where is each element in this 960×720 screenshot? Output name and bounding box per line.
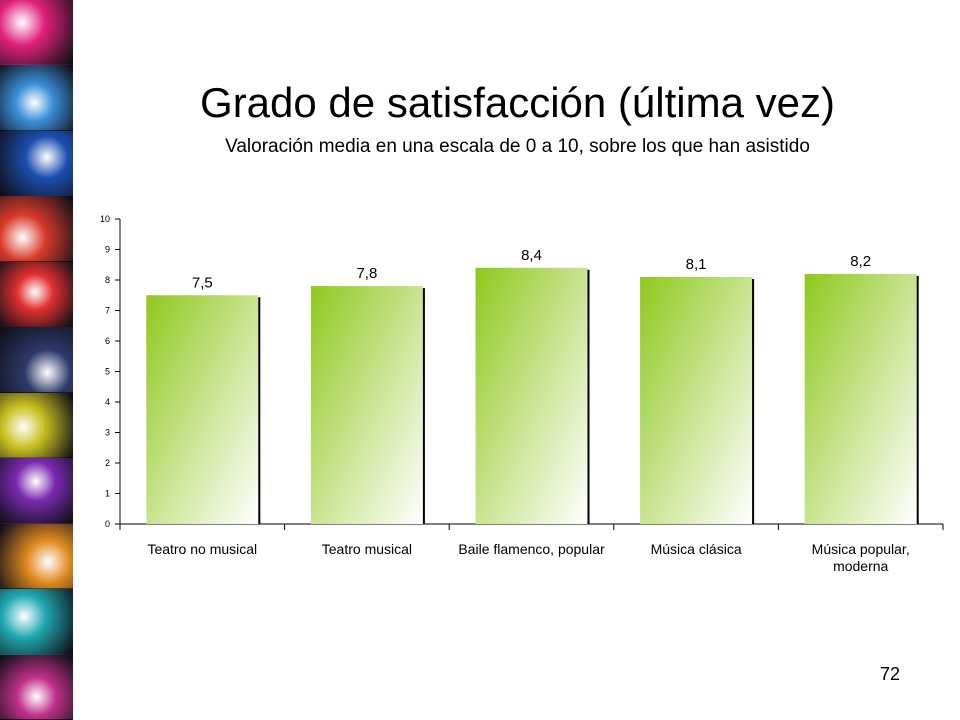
bar	[640, 276, 753, 524]
data-label: 7,8	[356, 265, 377, 282]
slide-subtitle: Valoración media en una escala de 0 a 10…	[225, 136, 810, 157]
category-label: Baile flamenco, popular	[458, 541, 605, 557]
bar	[310, 286, 423, 524]
y-tick-label: 5	[105, 367, 110, 377]
category-label: Música popular, moderna	[812, 541, 910, 574]
photo-tile	[0, 523, 73, 590]
decorative-photo-strip	[0, 0, 73, 720]
photo-tile	[0, 392, 73, 459]
photo-tile	[0, 589, 73, 655]
photo-tile	[0, 327, 73, 393]
category-label: Música clásica	[651, 541, 742, 557]
bar	[475, 267, 588, 524]
photo-tile	[0, 261, 73, 328]
y-tick-label: 10	[100, 214, 110, 224]
data-label: 7,5	[192, 274, 213, 291]
y-tick-label: 7	[105, 306, 110, 316]
bar	[804, 273, 917, 524]
photo-tile	[0, 458, 73, 524]
photo-tile	[0, 654, 73, 720]
y-tick-label: 3	[105, 428, 110, 438]
y-tick-label: 0	[105, 519, 110, 529]
y-tick-label: 8	[105, 275, 110, 285]
page-number: 72	[879, 664, 901, 684]
slide-title: Grado de satisfacción (última vez)	[200, 79, 835, 126]
category-label: Teatro no musical	[147, 541, 257, 557]
data-label: 8,2	[850, 253, 871, 270]
bar	[146, 295, 259, 524]
y-tick-label: 9	[105, 245, 110, 255]
y-tick-label: 6	[105, 336, 110, 346]
data-label: 8,4	[521, 247, 542, 264]
photo-tile	[0, 196, 73, 262]
photo-tile	[0, 130, 73, 197]
y-tick-label: 2	[105, 458, 110, 468]
category-label: Teatro musical	[322, 541, 412, 557]
y-tick-label: 1	[105, 489, 110, 499]
data-label: 8,1	[686, 256, 707, 273]
y-tick-label: 4	[105, 397, 110, 407]
photo-tile	[0, 0, 73, 66]
photo-tile	[0, 65, 73, 131]
